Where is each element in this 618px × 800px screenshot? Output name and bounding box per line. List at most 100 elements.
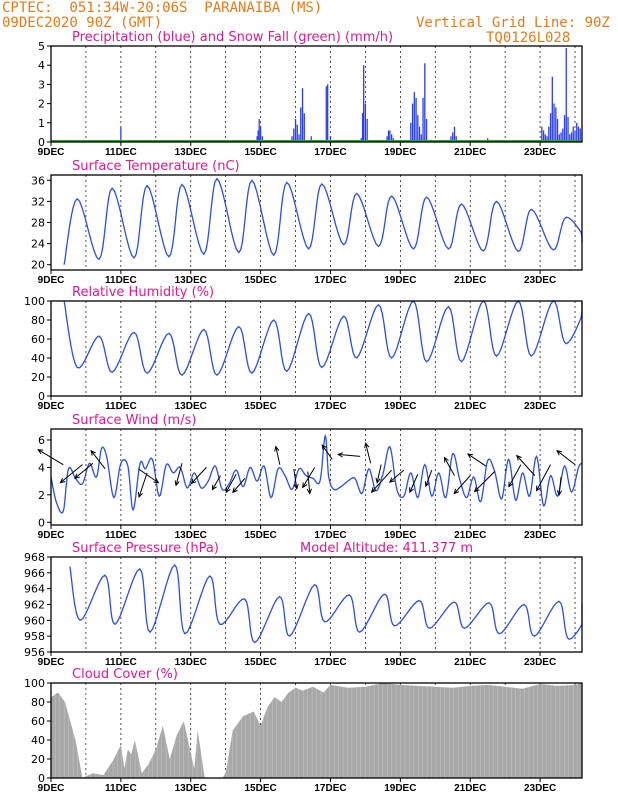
xtick-label-temp: 17DEC xyxy=(314,275,346,286)
xtick-label-rh: 15DEC xyxy=(244,401,276,412)
wind-arrow xyxy=(558,476,562,496)
precip-bar xyxy=(546,136,548,142)
precip-bar xyxy=(303,113,305,142)
xtick-label-pressure: 9DEC xyxy=(38,657,65,668)
wind-arrow xyxy=(321,444,333,460)
xtick-label-cloud: 17DEC xyxy=(314,783,346,794)
wind-arrow-head xyxy=(556,490,563,497)
wind-arrow-head xyxy=(302,482,308,489)
xtick-label-temp: 11DEC xyxy=(105,275,137,286)
wind-arrow xyxy=(211,475,221,490)
wind-arrow xyxy=(74,462,94,479)
precip-bar xyxy=(363,65,365,142)
ytick-label-wind: 4 xyxy=(38,461,45,474)
ytick-label-rh: 80 xyxy=(31,314,45,327)
wind-arrow-head xyxy=(443,456,449,463)
title-cloud: Cloud Cover (%) xyxy=(72,667,178,682)
precip-bar xyxy=(553,103,555,142)
ytick-label-cloud: 0 xyxy=(38,772,45,785)
ytick-label-rh: 20 xyxy=(31,371,45,384)
precip-bar xyxy=(551,76,553,142)
precip-bar xyxy=(562,128,564,142)
cloud-area xyxy=(51,683,582,778)
wind-arrow xyxy=(376,464,382,483)
ytick-label-pressure: 962 xyxy=(24,599,45,612)
wind-arrow-head xyxy=(174,480,180,487)
precip-bar xyxy=(389,130,391,142)
wind-arrow-head xyxy=(232,487,238,494)
wind-arrow xyxy=(175,463,183,486)
wind-arrow xyxy=(444,457,455,476)
precip-bar xyxy=(570,132,573,142)
wind-arrow-head xyxy=(375,477,381,484)
title-precip: Precipitation (blue) and Snow Fall (gree… xyxy=(72,30,393,45)
xtick-label-precip: 15DEC xyxy=(244,147,276,158)
precip-bar xyxy=(541,126,543,142)
precip-bar xyxy=(418,126,421,142)
wind-arrow-head xyxy=(424,481,430,488)
header-code: TQ0126L028 xyxy=(486,30,571,46)
ytick-label-rh: 40 xyxy=(31,352,45,365)
xtick-label-rh: 17DEC xyxy=(314,401,346,412)
xtick-label-rh: 19DEC xyxy=(384,401,416,412)
wind-arrow xyxy=(293,468,298,489)
xtick-label-precip: 23DEC xyxy=(524,147,556,158)
wind-arrow xyxy=(138,468,159,484)
series-line-temp xyxy=(63,177,583,265)
ytick-label-temp: 20 xyxy=(31,259,45,272)
xtick-label-pressure: 23DEC xyxy=(524,657,556,668)
precip-bar xyxy=(390,134,393,142)
ytick-label-pressure: 966 xyxy=(24,567,45,580)
wind-arrow-head xyxy=(74,473,80,480)
wind-arrow xyxy=(90,450,106,470)
precip-bar xyxy=(310,136,312,142)
ytick-label-wind: 2 xyxy=(38,489,45,502)
wind-arrow xyxy=(338,453,361,457)
wind-arrow-head xyxy=(473,486,480,493)
wind-arrow-head xyxy=(225,487,231,494)
xtick-label-temp: 23DEC xyxy=(524,275,556,286)
ytick-label-precip: 4 xyxy=(38,59,45,72)
xtick-label-pressure: 13DEC xyxy=(175,657,207,668)
xtick-label-temp: 19DEC xyxy=(384,275,416,286)
wind-arrow xyxy=(556,450,576,466)
wind-arrow-head xyxy=(153,478,160,484)
xtick-label-rh: 9DEC xyxy=(38,401,65,412)
xtick-label-temp: 13DEC xyxy=(175,275,207,286)
precip-bar xyxy=(558,134,560,142)
wind-arrow xyxy=(371,469,392,493)
precip-bar xyxy=(544,134,546,142)
xtick-label-precip: 17DEC xyxy=(314,147,346,158)
xtick-label-temp: 9DEC xyxy=(38,275,65,286)
wind-arrow-head xyxy=(409,487,414,494)
ytick-label-cloud: 60 xyxy=(31,715,45,728)
wind-arrow-head xyxy=(370,487,377,493)
xtick-label-wind: 17DEC xyxy=(314,530,346,541)
xtick-label-cloud: 19DEC xyxy=(384,783,416,794)
wind-arrow-head xyxy=(59,477,66,484)
ytick-label-precip: 2 xyxy=(38,98,45,111)
ytick-label-rh: 100 xyxy=(24,295,45,308)
precip-bar xyxy=(450,136,452,142)
title-pressure: Surface Pressure (hPa) xyxy=(72,541,219,556)
xtick-label-wind: 9DEC xyxy=(38,530,65,541)
xtick-label-temp: 21DEC xyxy=(454,275,486,286)
wind-arrow xyxy=(409,474,419,493)
xtick-label-pressure: 11DEC xyxy=(105,657,137,668)
wind-arrow-head xyxy=(388,477,395,483)
xtick-label-precip: 13DEC xyxy=(175,147,207,158)
ytick-label-pressure: 958 xyxy=(24,630,45,643)
precip-bar xyxy=(291,136,293,142)
wind-arrow xyxy=(191,467,207,484)
xtick-label-rh: 23DEC xyxy=(524,401,556,412)
wind-arrow-head xyxy=(90,449,96,456)
precip-bar xyxy=(366,118,368,142)
subtitle-pressure: Model Altitude: 411.377 m xyxy=(300,541,473,556)
precip-bar xyxy=(329,136,332,142)
ytick-label-temp: 32 xyxy=(31,195,45,208)
precip-bar xyxy=(361,113,364,142)
precip-bar xyxy=(569,134,571,142)
precip-bar xyxy=(417,115,419,142)
xtick-label-cloud: 15DEC xyxy=(244,783,276,794)
wind-arrow xyxy=(225,474,237,493)
